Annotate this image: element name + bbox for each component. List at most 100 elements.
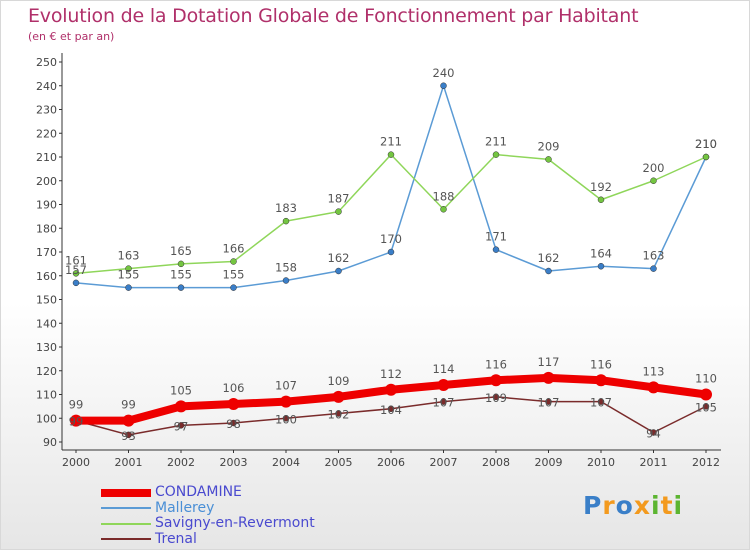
data-label-mallerey: 157 — [65, 263, 87, 277]
data-label-mallerey: 155 — [118, 268, 140, 282]
legend-item-savigny-en-revermont: Savigny-en-Revermont — [101, 515, 315, 532]
data-label-condamine: 114 — [433, 362, 455, 376]
data-label-trenal: 104 — [380, 403, 402, 417]
y-tick-label: 240 — [36, 80, 57, 93]
data-point-condamine — [437, 379, 450, 391]
data-label-trenal: 102 — [328, 408, 350, 422]
data-label-condamine: 117 — [538, 355, 560, 369]
data-point-condamine — [227, 398, 240, 410]
data-label-savigny-en-revermont: 200 — [643, 161, 665, 175]
data-label-condamine: 110 — [695, 372, 717, 386]
y-tick-label: 230 — [36, 104, 57, 117]
data-point-savigny-en-revermont — [650, 177, 657, 184]
y-tick-label: 180 — [36, 222, 57, 235]
data-point-condamine — [122, 414, 135, 427]
data-point-savigny-en-revermont — [335, 208, 342, 215]
legend-item-condamine: CONDAMINE — [101, 484, 315, 501]
data-point-trenal — [335, 410, 342, 417]
data-label-savigny-en-revermont: 187 — [328, 192, 350, 206]
data-label-trenal: 107 — [433, 396, 455, 410]
data-point-mallerey — [72, 279, 80, 287]
data-point-trenal — [125, 431, 132, 439]
x-tick-label: 2008 — [482, 456, 510, 469]
data-point-mallerey — [387, 248, 395, 256]
data-point-condamine — [280, 395, 292, 408]
y-tick-label: 120 — [36, 365, 57, 378]
data-label-trenal: 98 — [226, 417, 241, 431]
x-tick-label: 2005 — [325, 456, 353, 469]
x-tick-label: 2000 — [62, 456, 90, 469]
y-tick-label: 90 — [43, 436, 57, 449]
data-label-mallerey: 162 — [538, 251, 560, 265]
x-tick-label: 2011 — [640, 456, 668, 469]
data-label-trenal: 107 — [590, 396, 612, 410]
data-point-savigny-en-revermont — [72, 270, 80, 277]
data-label-mallerey: 164 — [590, 246, 612, 260]
data-label-trenal: 94 — [646, 427, 661, 441]
y-tick-label: 250 — [36, 56, 57, 69]
data-point-mallerey — [335, 267, 342, 275]
line-chart: 9010011012013014015016017018019020021022… — [36, 53, 721, 469]
legend-swatch — [101, 488, 151, 497]
x-tick-label: 2010 — [587, 456, 615, 469]
data-label-mallerey: 240 — [433, 66, 455, 80]
data-label-savigny-en-revermont: 211 — [380, 135, 402, 149]
data-label-trenal: 105 — [695, 400, 717, 414]
legend-label: Mallerey — [155, 499, 215, 516]
y-tick-label: 110 — [36, 389, 57, 402]
data-label-savigny-en-revermont: 166 — [223, 242, 245, 256]
data-label-mallerey: 162 — [328, 251, 350, 265]
data-point-mallerey — [440, 82, 447, 89]
y-tick-label: 150 — [36, 294, 57, 307]
data-point-trenal — [492, 393, 500, 401]
data-label-savigny-en-revermont: 210 — [695, 137, 717, 151]
data-label-mallerey: 155 — [170, 268, 192, 282]
data-point-mallerey — [597, 263, 605, 270]
data-point-savigny-en-revermont — [492, 151, 500, 158]
data-point-mallerey — [492, 246, 500, 253]
data-point-savigny-en-revermont — [440, 206, 447, 213]
proxiti-logo: Proxiti — [583, 491, 684, 520]
data-label-condamine: 116 — [590, 357, 612, 371]
data-point-condamine — [175, 400, 187, 413]
legend-item-trenal: Trenal — [101, 530, 315, 548]
y-tick-label: 200 — [36, 175, 57, 188]
data-label-condamine: 112 — [380, 367, 402, 381]
y-tick-label: 210 — [36, 151, 57, 164]
data-label-condamine: 116 — [485, 357, 507, 371]
data-label-condamine: 113 — [643, 364, 665, 378]
chart-axes: 9010011012013014015016017018019020021022… — [36, 53, 721, 469]
data-label-condamine: 109 — [328, 374, 350, 388]
data-point-trenal — [440, 398, 447, 405]
data-point-savigny-en-revermont — [125, 265, 132, 272]
data-point-savigny-en-revermont — [230, 258, 237, 265]
data-labels-layer: 157 155 155 155 158 162 170 240 171 162 164 163 210 1… — [65, 66, 717, 443]
data-label-trenal: 99 — [69, 415, 84, 429]
data-label-savigny-en-revermont: 192 — [590, 180, 612, 194]
x-tick-label: 2004 — [272, 456, 300, 469]
legend-label: Trenal — [155, 530, 197, 547]
legend-swatch — [101, 522, 151, 525]
data-label-condamine: 99 — [69, 398, 84, 412]
data-point-savigny-en-revermont — [282, 217, 290, 225]
series-condamine — [70, 371, 712, 427]
data-label-mallerey: 163 — [643, 249, 665, 263]
data-point-trenal — [702, 403, 710, 410]
data-point-mallerey — [230, 284, 237, 291]
data-label-trenal: 100 — [275, 412, 297, 426]
y-tick-label: 190 — [36, 199, 57, 212]
x-tick-label: 2003 — [220, 456, 248, 469]
data-label-trenal: 93 — [121, 429, 136, 443]
chart-title: Evolution de la Dotation Globale de Fonc… — [28, 5, 639, 27]
data-point-savigny-en-revermont — [702, 153, 710, 161]
data-label-savigny-en-revermont: 209 — [538, 139, 560, 153]
chart-subtitle: (en € et par an) — [28, 30, 115, 43]
data-point-mallerey — [177, 284, 185, 291]
data-point-trenal — [597, 398, 605, 405]
data-point-mallerey — [125, 284, 132, 291]
data-label-condamine: 105 — [170, 383, 192, 397]
data-point-condamine — [647, 381, 660, 394]
series-savigny-en-revermont — [72, 151, 710, 277]
y-tick-label: 220 — [36, 127, 57, 140]
data-label-savigny-en-revermont: 165 — [170, 244, 192, 258]
